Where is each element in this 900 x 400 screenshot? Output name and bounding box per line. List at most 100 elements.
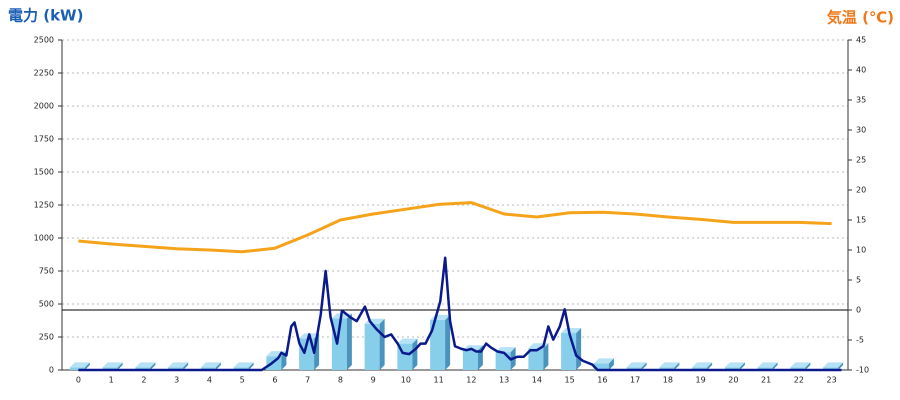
bar-side bbox=[117, 362, 123, 370]
x-tick-label: 23 bbox=[827, 376, 837, 385]
bar-side bbox=[183, 362, 189, 370]
bar-front bbox=[593, 363, 609, 370]
y-tick-label: 1000 bbox=[34, 234, 54, 243]
bar-side bbox=[379, 318, 385, 370]
bar bbox=[823, 362, 844, 370]
x-tick-label: 4 bbox=[207, 376, 212, 385]
bar bbox=[135, 362, 156, 370]
bar-side bbox=[346, 313, 352, 370]
y-tick-label: 1500 bbox=[34, 168, 54, 177]
bar-top bbox=[692, 362, 713, 368]
bar bbox=[790, 362, 811, 370]
y-tick-label: 2500 bbox=[34, 36, 54, 45]
x-tick-label: 15 bbox=[565, 376, 575, 385]
y-tick-label: 500 bbox=[39, 300, 54, 309]
y-tick-label: 250 bbox=[39, 333, 54, 342]
x-tick-label: 21 bbox=[761, 376, 771, 385]
bar-front bbox=[724, 367, 740, 370]
bar bbox=[757, 362, 778, 370]
y-tick-label: 1250 bbox=[34, 201, 54, 210]
bar bbox=[724, 362, 745, 370]
y2-tick-label: -5 bbox=[856, 336, 864, 345]
x-tick-label: 16 bbox=[597, 376, 607, 385]
bar bbox=[102, 362, 123, 370]
bar-side bbox=[641, 362, 647, 370]
bar-front bbox=[331, 318, 347, 370]
bar-side bbox=[608, 358, 614, 370]
bar-front bbox=[659, 367, 675, 370]
x-tick-label: 9 bbox=[371, 376, 376, 385]
bar-side bbox=[150, 362, 156, 370]
bar-side bbox=[248, 362, 254, 370]
bar-side bbox=[412, 338, 418, 370]
y-axis-title: 電力 (kW) bbox=[8, 7, 83, 25]
bar bbox=[561, 328, 582, 370]
bar-side bbox=[215, 362, 221, 370]
y-tick-label: 2000 bbox=[34, 102, 54, 111]
x-tick-label: 2 bbox=[141, 376, 146, 385]
x-tick-label: 1 bbox=[109, 376, 114, 385]
bar bbox=[69, 362, 90, 370]
y2-tick-label: 10 bbox=[856, 246, 866, 255]
bar-front bbox=[626, 367, 642, 370]
bar-front bbox=[495, 352, 511, 370]
y2-tick-label: 40 bbox=[856, 66, 866, 75]
y-tick-label: 750 bbox=[39, 267, 54, 276]
x-tick-label: 0 bbox=[76, 376, 81, 385]
y2-tick-label: 15 bbox=[856, 216, 866, 225]
bar-side bbox=[84, 362, 90, 370]
temperature-line bbox=[78, 201, 832, 254]
bar bbox=[626, 362, 647, 370]
bar-side bbox=[707, 362, 713, 370]
bar-front bbox=[364, 323, 380, 370]
y2-tick-label: 35 bbox=[856, 96, 866, 105]
bar bbox=[331, 313, 352, 370]
y2-tick-label: 30 bbox=[856, 126, 866, 135]
bar-side bbox=[739, 362, 745, 370]
x-tick-label: 5 bbox=[240, 376, 245, 385]
bar-top bbox=[397, 338, 418, 344]
bar-top bbox=[135, 362, 156, 368]
y-tick-label: 1750 bbox=[34, 135, 54, 144]
bar-side bbox=[543, 343, 549, 370]
bar-front bbox=[790, 367, 806, 370]
bar-top bbox=[561, 328, 582, 334]
x-tick-label: 13 bbox=[499, 376, 509, 385]
x-tick-label: 22 bbox=[794, 376, 804, 385]
bar-top bbox=[626, 362, 647, 368]
bar-top bbox=[790, 362, 811, 368]
y-tick-label: 0 bbox=[49, 366, 54, 375]
bar-top bbox=[233, 362, 254, 368]
y2-axis-title: 気温 (℃) bbox=[827, 9, 894, 27]
bar bbox=[692, 362, 713, 370]
bar bbox=[168, 362, 189, 370]
bar-side bbox=[445, 314, 451, 370]
y2-tick-label: 45 bbox=[856, 36, 866, 45]
bar-side bbox=[772, 362, 778, 370]
power-line bbox=[78, 256, 842, 372]
bar bbox=[462, 345, 483, 370]
bar-front bbox=[168, 367, 184, 370]
bar-top bbox=[200, 362, 221, 368]
bar-top bbox=[593, 358, 614, 364]
bar-side bbox=[838, 362, 844, 370]
bar bbox=[430, 314, 451, 370]
bar bbox=[397, 338, 418, 370]
bar-front bbox=[430, 319, 446, 370]
bar-top bbox=[757, 362, 778, 368]
x-tick-label: 10 bbox=[401, 376, 411, 385]
x-tick-label: 3 bbox=[174, 376, 179, 385]
bar-top bbox=[69, 362, 90, 368]
y2-tick-label: 5 bbox=[856, 276, 861, 285]
bar-front bbox=[200, 367, 216, 370]
bar-front bbox=[69, 367, 85, 370]
y-tick-label: 2250 bbox=[34, 69, 54, 78]
x-tick-label: 12 bbox=[466, 376, 476, 385]
bar-top bbox=[823, 362, 844, 368]
bar-front bbox=[528, 348, 544, 370]
bar-side bbox=[576, 328, 582, 370]
x-tick-label: 11 bbox=[434, 376, 444, 385]
bar-top bbox=[659, 362, 680, 368]
bar-front bbox=[135, 367, 151, 370]
